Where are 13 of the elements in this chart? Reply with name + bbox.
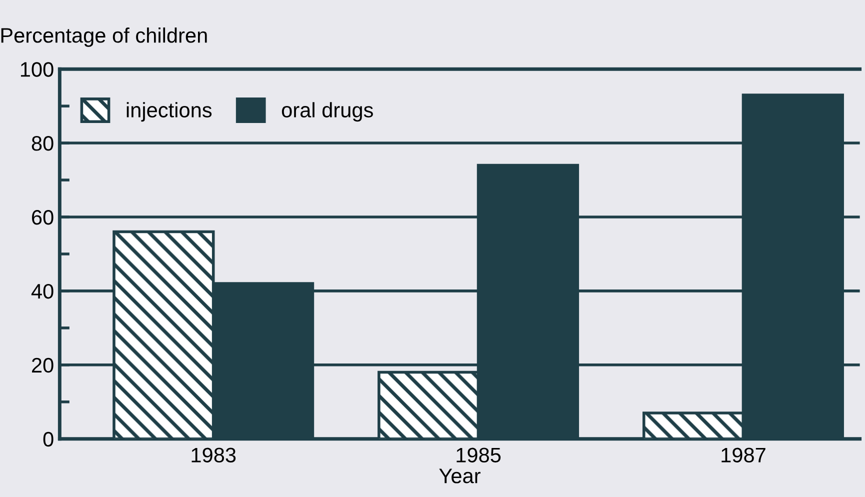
x-tick-label: 1983	[192, 448, 236, 462]
y-axis-title: Percentage of children	[1, 27, 207, 47]
y-tick-label: 40	[31, 284, 54, 299]
y-tick-label: 80	[32, 136, 54, 151]
y-tick-label: 100	[20, 62, 54, 77]
x-tick-label: 1985	[456, 448, 501, 462]
legend-label: injections	[126, 102, 212, 122]
y-tick-label: 20	[32, 358, 54, 373]
y-tick-label: 0	[43, 432, 54, 447]
x-tick-label: 1987	[722, 448, 766, 462]
legend-label: oral drugs	[282, 102, 373, 122]
y-tick-label: 60	[32, 210, 54, 225]
x-axis-title: Year	[439, 468, 480, 484]
